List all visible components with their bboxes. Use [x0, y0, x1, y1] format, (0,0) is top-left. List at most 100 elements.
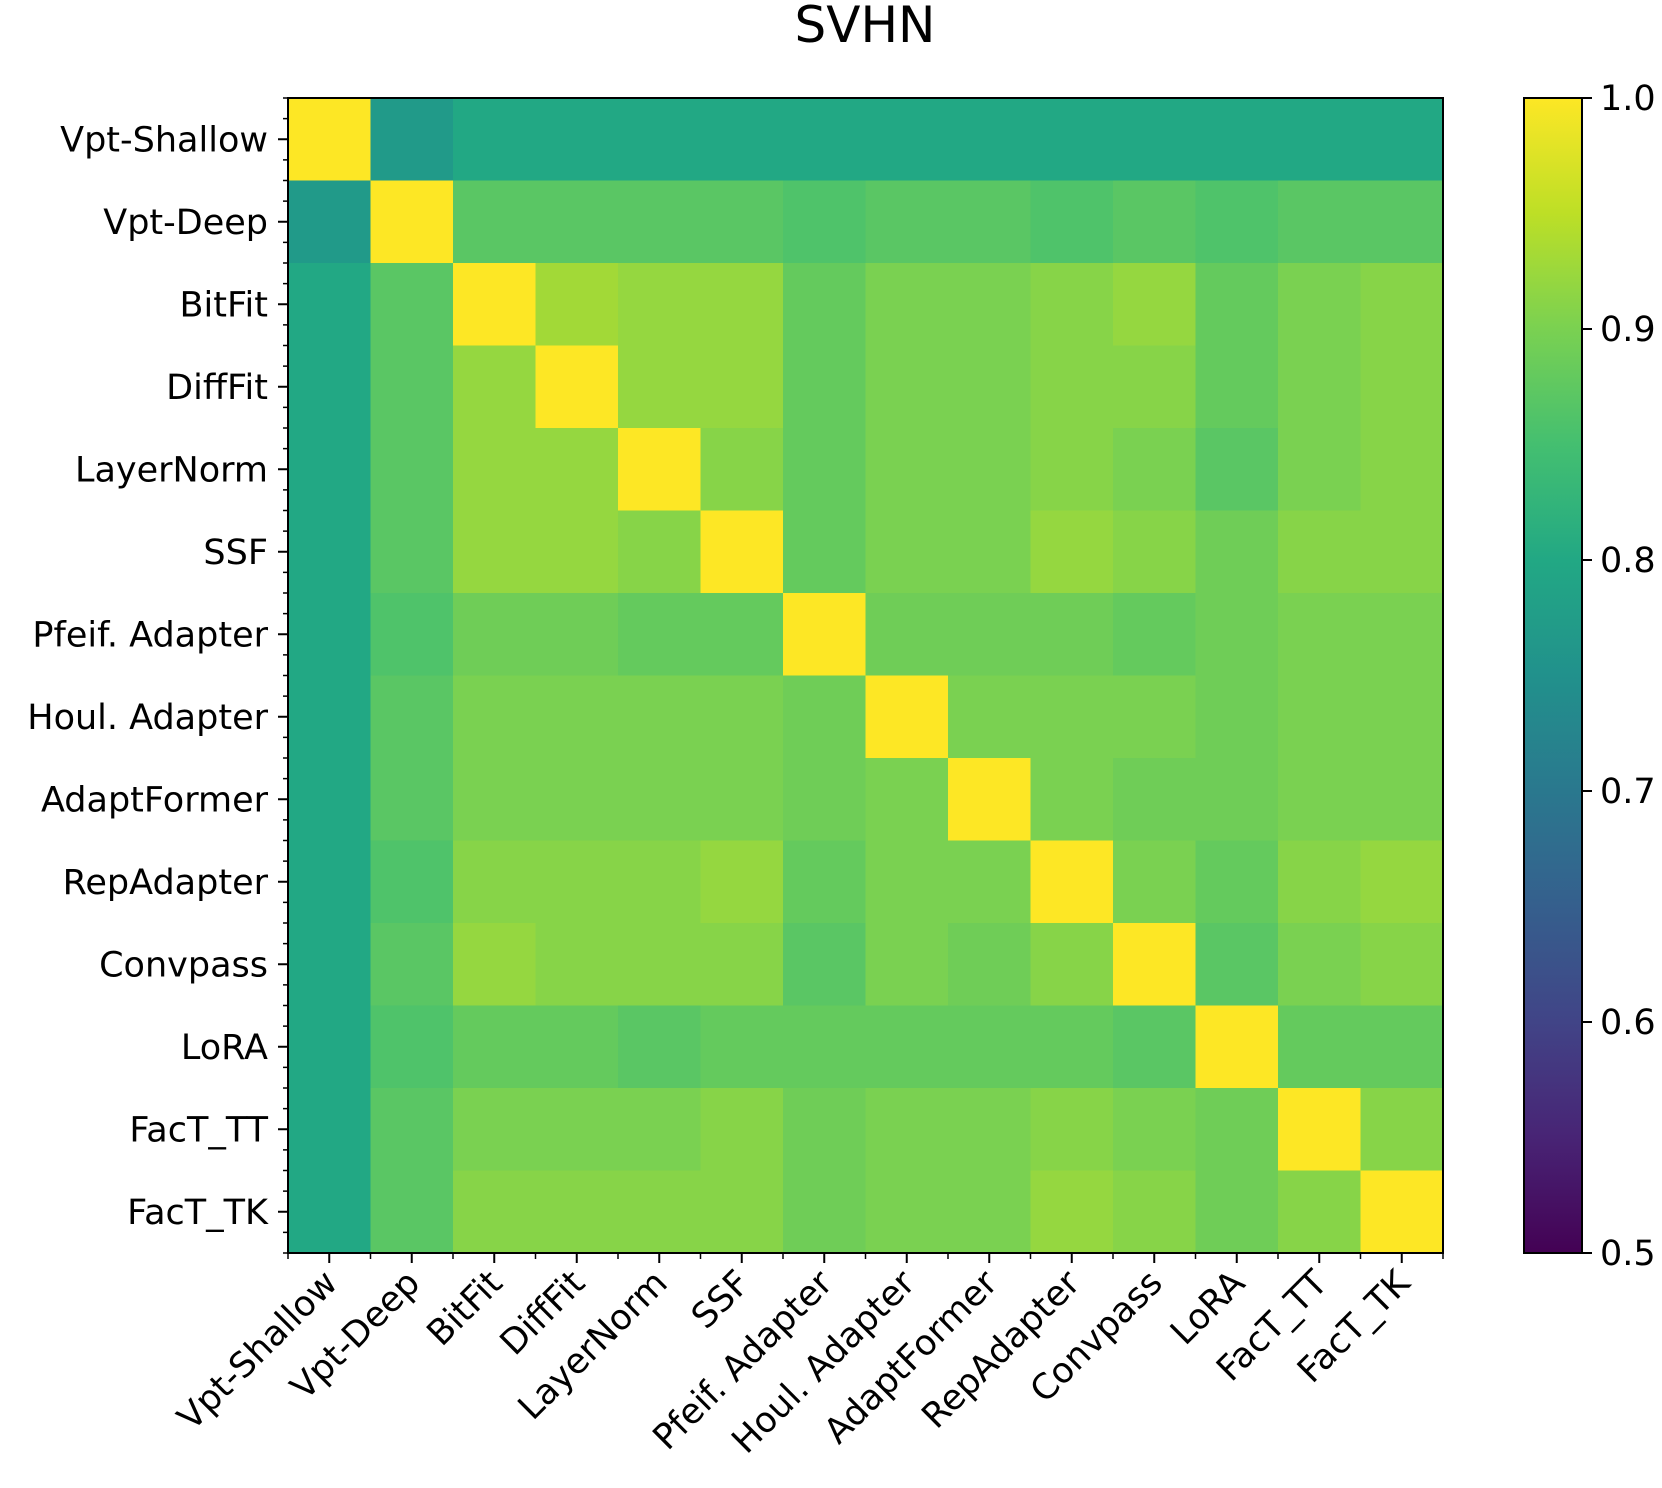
heatmap-cell	[700, 758, 784, 842]
heatmap-cell	[1360, 428, 1444, 512]
heatmap-cell	[453, 1005, 537, 1089]
heatmap-cell	[370, 345, 454, 429]
heatmap-cell	[1030, 428, 1114, 512]
heatmap-cell	[1195, 180, 1279, 264]
heatmap-cell	[948, 923, 1032, 1007]
heatmap-cell	[1360, 98, 1444, 182]
heatmap-cell	[288, 758, 372, 842]
heatmap-cell	[783, 1170, 867, 1254]
heatmap-cell	[618, 1088, 702, 1172]
heatmap-cell	[370, 840, 454, 924]
y-tick-label: LoRA	[181, 1028, 268, 1068]
heatmap-cell	[1113, 1088, 1197, 1172]
heatmap-cell	[288, 923, 372, 1007]
heatmap-cell	[865, 98, 949, 182]
y-tick-label: SSF	[203, 533, 268, 573]
heatmap-cell	[370, 1005, 454, 1089]
heatmap-cell	[948, 840, 1032, 924]
y-tick-label: Vpt-Deep	[103, 203, 268, 243]
heatmap-cell	[1195, 758, 1279, 842]
heatmap-cell	[1278, 593, 1362, 677]
heatmap-cell	[288, 510, 372, 594]
heatmap-cell	[453, 675, 537, 759]
heatmap-cell	[370, 180, 454, 264]
heatmap-cell	[1360, 840, 1444, 924]
heatmap-cell	[618, 263, 702, 347]
heatmap-cell	[1030, 345, 1114, 429]
heatmap-cell	[535, 593, 619, 677]
heatmap-cell	[1278, 428, 1362, 512]
heatmap-cell	[1195, 345, 1279, 429]
heatmap-cell	[1030, 675, 1114, 759]
heatmap-cell	[618, 593, 702, 677]
heatmap-cell	[618, 345, 702, 429]
heatmap-cell	[453, 758, 537, 842]
heatmap-cell	[783, 593, 867, 677]
heatmap-cell	[535, 1170, 619, 1254]
heatmap-cell	[1195, 510, 1279, 594]
heatmap-cell	[453, 1170, 537, 1254]
heatmap-cell	[535, 675, 619, 759]
heatmap-cell	[700, 180, 784, 264]
heatmap-cell	[370, 98, 454, 182]
colorbar-tick-label: 1.0	[1600, 79, 1656, 119]
y-tick-label: DiffFit	[166, 368, 268, 408]
heatmap-cell	[1278, 510, 1362, 594]
heatmap-cell	[1113, 675, 1197, 759]
x-axis: Vpt-ShallowVpt-DeepBitFitDiffFitLayerNor…	[170, 1253, 1444, 1462]
heatmap-cell	[1030, 840, 1114, 924]
heatmap-cell	[288, 98, 372, 182]
y-tick-label: AdaptFormer	[41, 780, 269, 820]
heatmap-cell	[1195, 593, 1279, 677]
heatmap-cell	[1030, 98, 1114, 182]
heatmap-cell	[948, 675, 1032, 759]
heatmap-cell	[783, 1088, 867, 1172]
heatmap-cell	[453, 345, 537, 429]
heatmap-cell	[1195, 428, 1279, 512]
heatmap-cell	[865, 345, 949, 429]
heatmap-cell	[865, 675, 949, 759]
heatmap-cell	[948, 98, 1032, 182]
heatmap-cell	[618, 180, 702, 264]
colorbar-tick-label: 0.8	[1600, 541, 1656, 581]
heatmap-cell	[1113, 180, 1197, 264]
heatmap-cell	[618, 675, 702, 759]
heatmap-cell	[1278, 98, 1362, 182]
heatmap-cell	[865, 1170, 949, 1254]
heatmap-cell	[783, 510, 867, 594]
heatmap-cell	[1030, 1005, 1114, 1089]
heatmap-cell	[948, 510, 1032, 594]
heatmap-cell	[535, 263, 619, 347]
heatmap-cell	[453, 840, 537, 924]
heatmap-cell	[1278, 263, 1362, 347]
heatmap-cell	[865, 263, 949, 347]
colorbar	[1523, 97, 1583, 1254]
heatmap-cell	[1195, 263, 1279, 347]
y-tick-label: FacT_TK	[127, 1193, 269, 1233]
heatmap-cell	[865, 180, 949, 264]
heatmap-cell	[1113, 98, 1197, 182]
heatmap-cell	[618, 840, 702, 924]
heatmap-cell	[700, 1170, 784, 1254]
heatmap-cell	[1113, 345, 1197, 429]
heatmap-cell	[288, 1170, 372, 1254]
heatmap-cell	[1278, 923, 1362, 1007]
heatmap-cell	[618, 510, 702, 594]
colorbar-tick-label: 0.9	[1600, 310, 1656, 350]
heatmap-cell	[288, 428, 372, 512]
heatmap-cell	[535, 758, 619, 842]
heatmap-cell	[1360, 1005, 1444, 1089]
heatmap-cell	[865, 1005, 949, 1089]
heatmap-cell	[1278, 758, 1362, 842]
heatmap-cell	[618, 1005, 702, 1089]
y-tick-label: RepAdapter	[63, 863, 269, 903]
heatmap-cell	[618, 923, 702, 1007]
heatmap-cell	[783, 1005, 867, 1089]
heatmap-cell	[370, 263, 454, 347]
heatmap-cell	[370, 1088, 454, 1172]
heatmap-cell	[1113, 758, 1197, 842]
heatmap-cell	[1360, 593, 1444, 677]
heatmap-cell	[618, 98, 702, 182]
heatmap-cell	[948, 758, 1032, 842]
